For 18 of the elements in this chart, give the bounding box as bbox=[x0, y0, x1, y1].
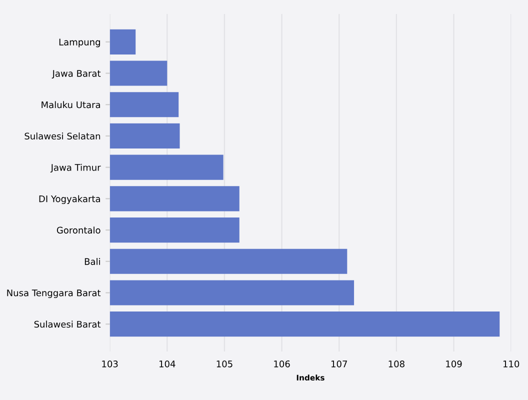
x-tick-label: 105 bbox=[216, 360, 232, 368]
y-tick-label: Maluku Utara bbox=[42, 101, 100, 108]
y-tick-label: Sulawesi Selatan bbox=[24, 132, 100, 140]
y-tick-label: Sulawesi Barat bbox=[34, 320, 101, 328]
x-tick-label: 107 bbox=[332, 360, 347, 368]
y-tick-label: Gorontalo bbox=[56, 226, 100, 234]
y-tick-label: Nusa Tenggara Barat bbox=[7, 290, 101, 298]
y-tick-label: Bali bbox=[84, 258, 100, 265]
x-tick-label: 106 bbox=[274, 360, 290, 368]
x-tick-label: 104 bbox=[160, 360, 176, 368]
y-tick-label: DI Yogyakarta bbox=[39, 195, 100, 204]
x-tick-label: 109 bbox=[446, 360, 462, 368]
x-tick-label: 110 bbox=[503, 360, 520, 368]
y-tick-label: Jawa Barat bbox=[52, 70, 101, 78]
y-tick-label: Lampung bbox=[59, 38, 100, 48]
y-tick-label: Jawa Timur bbox=[50, 164, 101, 173]
x-tick-label: 108 bbox=[388, 360, 404, 368]
x-tick-label: 103 bbox=[102, 360, 118, 368]
